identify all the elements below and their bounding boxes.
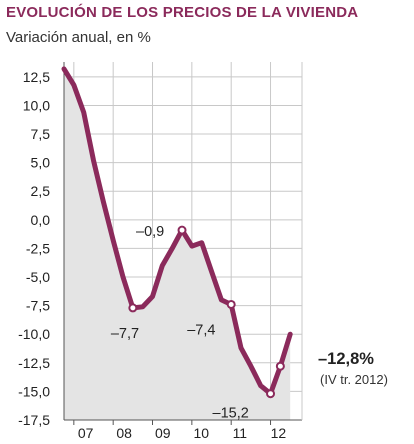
y-tick-label: -17,5 <box>18 412 50 428</box>
y-tick-label: 7,5 <box>31 126 51 142</box>
chart-title: EVOLUCIÓN DE LOS PRECIOS DE LA VIVIENDA <box>6 4 359 21</box>
data-marker <box>266 389 276 399</box>
x-tick-label: 12 <box>271 425 287 441</box>
last-value-label: –12,8% <box>318 350 374 368</box>
x-tick-label: 07 <box>78 425 94 441</box>
x-tick-label: 09 <box>155 425 171 441</box>
y-tick-label: -7,5 <box>26 298 50 314</box>
x-axis-ticks: 07 08 09 10 11 12 <box>78 425 287 441</box>
y-tick-label: 5,0 <box>31 155 51 171</box>
series-path <box>61 66 293 397</box>
data-marker <box>177 225 187 235</box>
chart-subtitle: Variación anual, en % <box>6 29 151 46</box>
data-label: –0,9 <box>136 224 164 240</box>
y-tick-label: 10,0 <box>23 97 50 113</box>
y-tick-label: -2,5 <box>26 240 50 256</box>
y-axis-ticks: 12,5 10,0 7,5 5,0 2,5 0,0 -2,5 -5,0 -7,5 -10,0 -12… <box>18 69 50 428</box>
data-label: –7,7 <box>111 326 139 342</box>
x-tick-label: 08 <box>116 425 132 441</box>
y-tick-label: -5,0 <box>26 269 50 285</box>
data-label: –7,4 <box>187 322 215 338</box>
data-label: –15,2 <box>213 406 249 422</box>
y-tick-label: 12,5 <box>23 69 50 85</box>
data-marker <box>128 303 138 313</box>
axes <box>63 62 303 421</box>
x-tick-label: 11 <box>233 425 248 441</box>
series-line <box>61 66 293 397</box>
x-tick-label: 10 <box>194 425 210 441</box>
y-tick-label: 2,5 <box>31 183 51 199</box>
y-tick-label: -15,0 <box>18 383 50 399</box>
data-labels: –7,7 –0,9 –7,4 –15,2 <box>111 224 249 422</box>
data-marker <box>226 299 236 309</box>
y-tick-label: -10,0 <box>18 326 50 342</box>
y-tick-label: -12,5 <box>18 355 50 371</box>
last-value-note: (IV tr. 2012) <box>320 372 388 387</box>
y-tick-label: 0,0 <box>31 212 51 228</box>
data-marker <box>275 361 285 371</box>
data-markers <box>128 225 285 399</box>
